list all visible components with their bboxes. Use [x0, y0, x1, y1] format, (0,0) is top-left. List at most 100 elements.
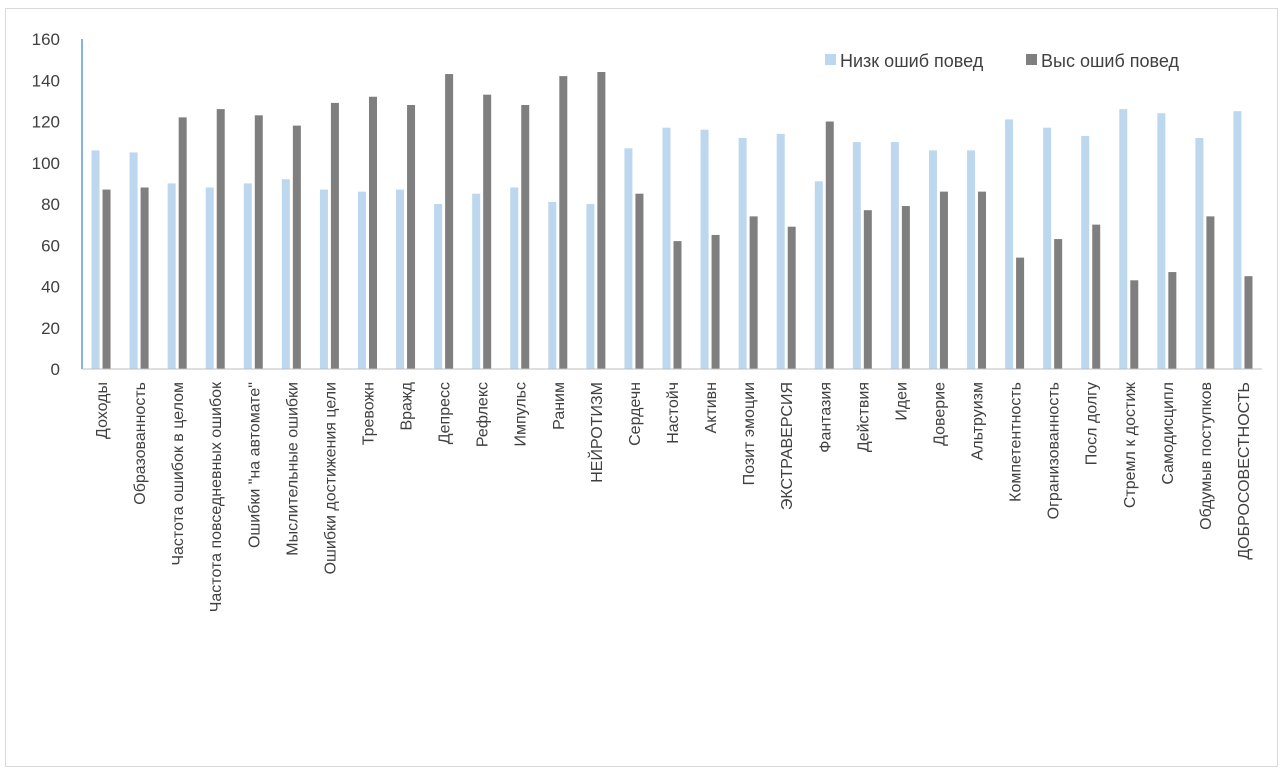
bar-high-errors: [711, 234, 720, 369]
bar-high-errors: [1016, 257, 1025, 369]
x-axis: Доходы Образованность Частота ошибок в цел…: [82, 368, 1262, 612]
x-category-label: Ошибки достижения цели: [322, 382, 339, 574]
bar-high-errors: [673, 241, 682, 369]
x-category-label: Образованность: [132, 382, 149, 505]
bar-low-errors: [967, 150, 976, 369]
bar-high-errors: [1092, 224, 1101, 369]
bar-high-errors: [939, 191, 948, 369]
bar-low-errors: [1081, 135, 1090, 369]
bar-high-errors: [749, 216, 758, 369]
y-tick-label: 40: [41, 278, 60, 297]
x-category-label: Посл долгу: [1084, 382, 1101, 465]
bar-low-errors: [281, 179, 290, 369]
bar-low-errors: [396, 189, 405, 369]
x-category-label: Стремл к достиж: [1122, 382, 1139, 508]
y-tick-label: 0: [51, 360, 60, 379]
bar-high-errors: [521, 105, 530, 369]
x-category-label: Вражд: [399, 381, 416, 430]
bar-low-errors: [1233, 111, 1242, 369]
x-category-label: Рефлекс: [475, 382, 492, 447]
bar-high-errors: [635, 193, 644, 369]
x-category-label: ДОБРОСОВЕСТНОСТЬ: [1236, 382, 1253, 560]
bar-low-errors: [129, 152, 138, 369]
bars: [91, 72, 1253, 369]
bar-high-errors: [559, 76, 568, 369]
bar-low-errors: [700, 129, 709, 369]
x-category-label: Доверие: [931, 382, 948, 446]
bar-high-errors: [483, 94, 492, 369]
x-category-label: Импульс: [513, 382, 530, 446]
bar-high-errors: [825, 121, 834, 369]
bar-low-errors: [1005, 119, 1014, 369]
bar-high-errors: [178, 117, 187, 369]
x-category-label: Ошибки "на автомате": [246, 382, 263, 548]
legend-label: Выс ошиб повед: [1041, 51, 1179, 71]
bar-high-errors: [1206, 216, 1215, 369]
bar-low-errors: [434, 204, 443, 369]
bar-high-errors: [1130, 280, 1139, 369]
bar-low-errors: [243, 183, 252, 369]
bar-low-errors: [357, 191, 366, 369]
bar-high-errors: [368, 96, 377, 369]
bar-low-errors: [586, 204, 595, 369]
bar-low-errors: [738, 138, 747, 369]
x-category-label: Настойч: [665, 382, 682, 444]
bar-high-errors: [1168, 272, 1177, 369]
x-category-label: НЕЙРОТИЗМ: [587, 382, 606, 483]
bar-low-errors: [1195, 138, 1204, 369]
bar-high-errors: [901, 206, 910, 369]
bar-high-errors: [597, 72, 606, 369]
bar-high-errors: [863, 210, 872, 369]
bar-low-errors: [167, 183, 176, 369]
x-category-label: Компетентность: [1008, 382, 1025, 502]
y-tick-label: 20: [41, 319, 60, 338]
x-category-label: Идеи: [893, 382, 910, 421]
bar-low-errors: [319, 189, 328, 369]
bar-low-errors: [548, 201, 557, 369]
x-category-label: Тревожн: [360, 382, 377, 445]
x-category-label: Действия: [855, 382, 872, 452]
bar-high-errors: [330, 102, 339, 369]
x-category-label: Сердечн: [627, 382, 644, 446]
bar-high-errors: [1244, 276, 1253, 369]
x-category-label: Доходы: [94, 382, 111, 439]
y-axis: 0 20 40 60 80 100 120 140 160: [32, 30, 83, 379]
bar-low-errors: [1119, 109, 1128, 369]
y-tick-label: 140: [32, 71, 60, 90]
legend-swatch: [1026, 54, 1037, 65]
bar-high-errors: [254, 115, 263, 369]
bar-high-errors: [787, 226, 796, 369]
y-tick-label: 120: [32, 113, 60, 132]
x-category-label: Альтруизм: [970, 382, 987, 460]
x-category-label: Депресс: [437, 382, 454, 444]
bar-high-errors: [407, 105, 416, 369]
x-category-label: ЭКСТРАВЕРСИЯ: [779, 382, 796, 510]
x-category-label: Мыслительные ошибки: [284, 382, 301, 556]
bar-low-errors: [776, 133, 785, 369]
bar-low-errors: [814, 181, 823, 369]
bar-high-errors: [445, 74, 454, 369]
y-tick-label: 160: [32, 30, 60, 49]
x-category-label: Обдумыв поступков: [1198, 382, 1215, 530]
bar-low-errors: [1043, 127, 1052, 369]
bar-low-errors: [91, 150, 100, 369]
bar-low-errors: [205, 187, 214, 369]
bar-low-errors: [472, 193, 481, 369]
bar-high-errors: [1054, 239, 1063, 369]
legend-label: Низк ошиб повед: [840, 51, 984, 71]
x-category-label: Частота ошибок в целом: [170, 382, 187, 566]
bar-high-errors: [102, 189, 111, 369]
x-category-label: Фантазия: [817, 382, 834, 453]
y-tick-label: 60: [41, 236, 60, 255]
x-category-label: Самодисципл: [1160, 382, 1177, 485]
bar-low-errors: [852, 142, 861, 369]
bar-high-errors: [216, 109, 225, 369]
bar-high-errors: [140, 187, 149, 369]
x-category-label: Частота повседневных ошибок: [208, 381, 225, 612]
bar-low-errors: [662, 127, 671, 369]
bar-high-errors: [978, 191, 987, 369]
bar-high-errors: [292, 125, 301, 369]
y-tick-label: 80: [41, 195, 60, 214]
bar-low-errors: [624, 148, 633, 369]
